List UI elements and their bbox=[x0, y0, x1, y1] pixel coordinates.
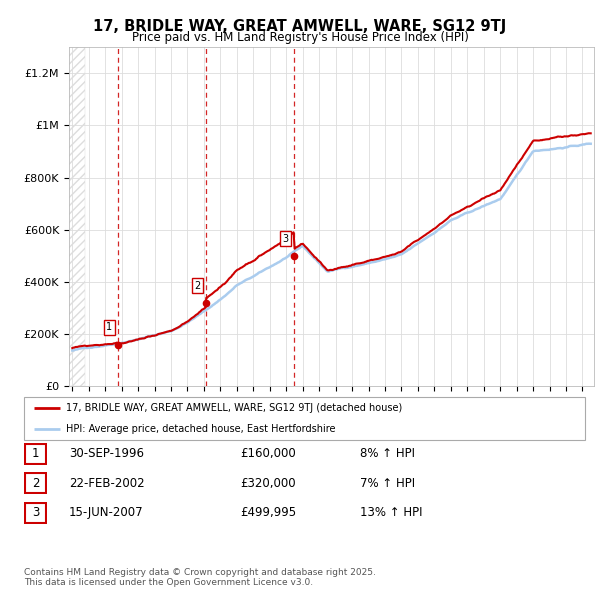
Text: Price paid vs. HM Land Registry's House Price Index (HPI): Price paid vs. HM Land Registry's House … bbox=[131, 31, 469, 44]
Text: 8% ↑ HPI: 8% ↑ HPI bbox=[360, 447, 415, 460]
Text: 15-JUN-2007: 15-JUN-2007 bbox=[69, 506, 143, 519]
Text: 1: 1 bbox=[106, 322, 112, 332]
Text: 17, BRIDLE WAY, GREAT AMWELL, WARE, SG12 9TJ: 17, BRIDLE WAY, GREAT AMWELL, WARE, SG12… bbox=[94, 19, 506, 34]
Text: £499,995: £499,995 bbox=[240, 506, 296, 519]
Text: 3: 3 bbox=[32, 506, 39, 519]
Text: HPI: Average price, detached house, East Hertfordshire: HPI: Average price, detached house, East… bbox=[66, 424, 335, 434]
Text: 1: 1 bbox=[32, 447, 39, 460]
Text: 7% ↑ HPI: 7% ↑ HPI bbox=[360, 477, 415, 490]
Text: £160,000: £160,000 bbox=[240, 447, 296, 460]
Text: 17, BRIDLE WAY, GREAT AMWELL, WARE, SG12 9TJ (detached house): 17, BRIDLE WAY, GREAT AMWELL, WARE, SG12… bbox=[66, 403, 403, 412]
Text: 2: 2 bbox=[194, 281, 201, 291]
Text: 22-FEB-2002: 22-FEB-2002 bbox=[69, 477, 145, 490]
Text: 13% ↑ HPI: 13% ↑ HPI bbox=[360, 506, 422, 519]
Text: Contains HM Land Registry data © Crown copyright and database right 2025.
This d: Contains HM Land Registry data © Crown c… bbox=[24, 568, 376, 587]
Text: 2: 2 bbox=[32, 477, 39, 490]
Text: £320,000: £320,000 bbox=[240, 477, 296, 490]
Text: 30-SEP-1996: 30-SEP-1996 bbox=[69, 447, 144, 460]
Text: 3: 3 bbox=[282, 234, 289, 244]
